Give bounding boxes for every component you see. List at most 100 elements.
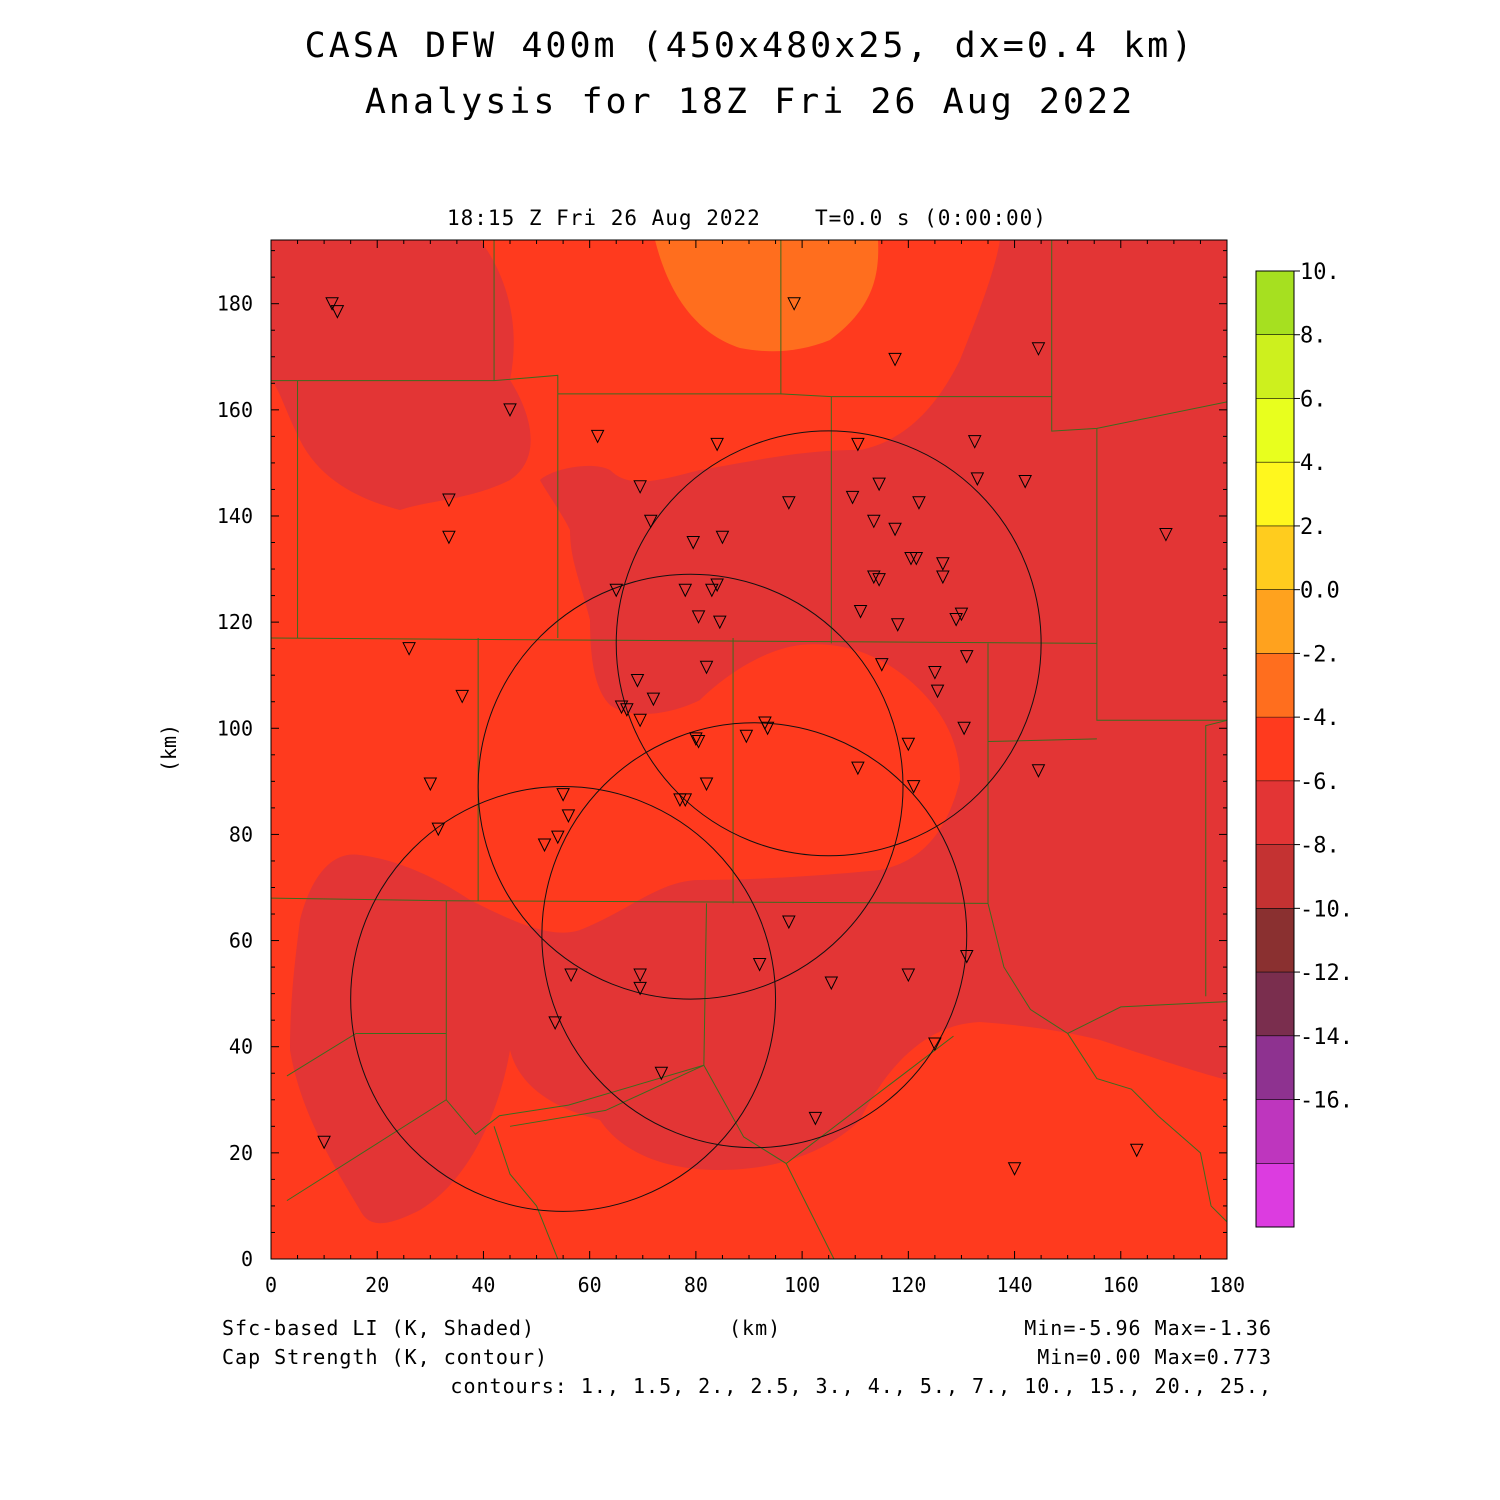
colorbar-label: -10. xyxy=(1300,897,1353,922)
station-marker xyxy=(1031,342,1046,356)
colorbar-frame xyxy=(1255,270,1295,1228)
county-line xyxy=(1051,396,1227,432)
station-marker xyxy=(556,788,570,802)
station-marker xyxy=(901,968,916,983)
y-tick-label: 120 xyxy=(217,610,253,634)
station-marker xyxy=(330,305,345,319)
x-tick-label: 60 xyxy=(578,1273,602,1297)
y-tick-label: 160 xyxy=(217,398,253,422)
station-marker xyxy=(930,684,945,699)
county-line xyxy=(1067,1033,1227,1223)
li-region-north-warm xyxy=(655,240,879,352)
county-line xyxy=(286,1032,447,1077)
station-marker xyxy=(874,658,889,672)
station-marker xyxy=(1018,474,1032,489)
county-line xyxy=(780,240,1053,398)
radar-range-ring xyxy=(615,430,1042,857)
colorbar-swatch xyxy=(1256,1035,1294,1100)
station-marker xyxy=(442,493,456,508)
station-marker xyxy=(537,838,552,853)
station-marker xyxy=(633,981,647,996)
county-line xyxy=(785,1163,835,1259)
county-line xyxy=(987,738,1097,743)
colorbar-swatch xyxy=(1256,589,1294,654)
colorbar-swatch xyxy=(1256,525,1294,590)
colorbar-label: -6. xyxy=(1300,770,1340,795)
colorbar-label: -14. xyxy=(1300,1025,1353,1050)
y-tick-label: 40 xyxy=(229,1035,253,1059)
station-marker xyxy=(503,403,517,417)
x-axis-label: (km) xyxy=(729,1316,782,1340)
colorbar-swatch xyxy=(1256,1099,1294,1164)
station-marker xyxy=(630,674,645,688)
colorbar-label: -4. xyxy=(1300,706,1340,731)
station-marker xyxy=(550,830,565,845)
x-tick-label: 80 xyxy=(684,1273,708,1297)
station-marker xyxy=(317,1135,331,1150)
station-marker xyxy=(712,615,727,630)
county-line xyxy=(271,637,1097,644)
plot-title-line1: CASA DFW 400m (450x480x25, dx=0.4 km) xyxy=(304,26,1196,66)
station-marker xyxy=(752,957,767,972)
x-tick-label: 120 xyxy=(890,1273,926,1297)
y-tick-label: 140 xyxy=(217,504,253,528)
radar-coverage-circles xyxy=(350,430,1042,1212)
station-marker xyxy=(928,666,942,680)
station-marker xyxy=(678,793,693,808)
x-tick-label: 40 xyxy=(471,1273,495,1297)
station-marker xyxy=(1129,1143,1144,1158)
station-marker xyxy=(548,1016,562,1030)
x-tick-label: 0 xyxy=(265,1273,277,1297)
y-tick-label: 60 xyxy=(229,929,253,953)
station-marker xyxy=(970,472,985,486)
station-marker xyxy=(614,700,629,715)
colorbar-swatch xyxy=(1256,908,1294,973)
station-marker xyxy=(564,968,578,983)
colorbar-swatch xyxy=(1256,271,1294,335)
station-marker xyxy=(710,437,724,452)
station-marker xyxy=(782,915,796,930)
station-marker xyxy=(455,689,470,704)
county-line xyxy=(509,1064,705,1127)
station-marker xyxy=(699,777,714,792)
colorbar-label: -16. xyxy=(1300,1089,1353,1114)
station-marker xyxy=(689,732,703,747)
colorbar-swatch xyxy=(1256,398,1294,463)
x-tick-label: 100 xyxy=(784,1273,820,1297)
station-marker xyxy=(851,437,865,452)
station-marker xyxy=(808,1111,823,1126)
y-tick-label: 180 xyxy=(217,292,253,316)
station-marker xyxy=(710,578,724,593)
colorbar-swatch xyxy=(1256,653,1294,718)
station-marker xyxy=(431,822,446,837)
station-marker xyxy=(928,1037,942,1052)
county-line xyxy=(987,903,1227,1035)
radar-range-ring xyxy=(477,573,904,1000)
station-marker xyxy=(824,976,839,991)
colorbar-swatch xyxy=(1256,780,1294,845)
shaded-minmax: Min=-5.96 Max=-1.36 xyxy=(1024,1316,1272,1340)
plot-title-line2: Analysis for 18Z Fri 26 Aug 2022 xyxy=(364,82,1136,122)
station-marker xyxy=(959,650,974,664)
station-marker xyxy=(633,968,647,983)
station-marker xyxy=(890,618,905,632)
contour-minmax: Min=0.00 Max=0.773 xyxy=(1037,1345,1272,1369)
y-tick-label: 0 xyxy=(241,1247,253,1271)
station-marker xyxy=(442,530,456,545)
station-marker xyxy=(739,729,754,744)
station-marker xyxy=(1007,1162,1022,1176)
county-line xyxy=(1205,719,1227,997)
county-line xyxy=(1096,428,1227,721)
colorbar-label: 10. xyxy=(1300,260,1340,285)
station-marker xyxy=(867,570,881,585)
station-marker xyxy=(888,352,902,367)
x-tick-label: 160 xyxy=(1103,1273,1139,1297)
station-markers xyxy=(317,297,1173,1176)
station-marker xyxy=(561,809,576,823)
colorbar-swatch xyxy=(1256,1163,1294,1227)
x-tick-label: 20 xyxy=(365,1273,389,1297)
station-marker xyxy=(888,522,902,537)
axis-tick-labels: 0 20 40 60 80 100 120 140 160 180 0 20 40 60 80 100 120 1… xyxy=(217,292,1245,1297)
county-lines xyxy=(271,240,1227,1259)
station-marker xyxy=(967,435,982,449)
